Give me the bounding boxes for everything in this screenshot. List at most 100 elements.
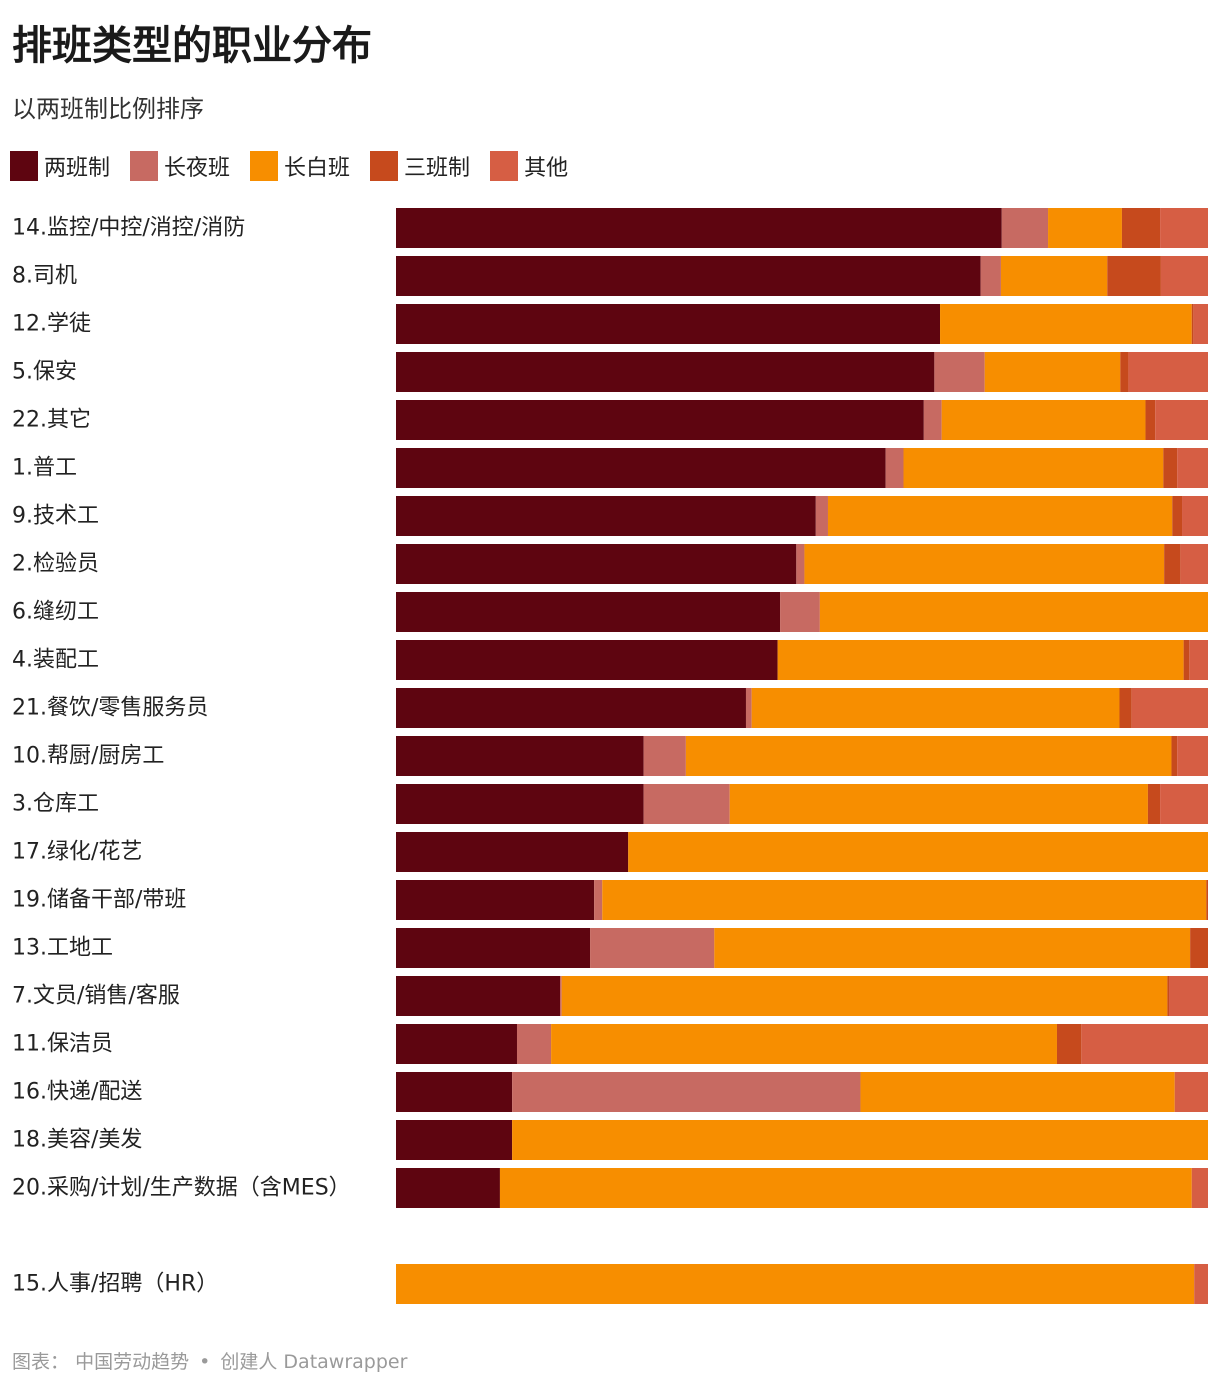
bar-segment [777, 640, 1184, 680]
legend-label-other: 其他 [524, 156, 569, 181]
legend-swatch-three-shift [370, 151, 399, 181]
legend-swatch-other [490, 151, 519, 181]
bar-segment [396, 1024, 517, 1064]
bar-segment [984, 352, 1121, 392]
footer-label: 图表： [12, 1351, 70, 1373]
legend-item-long-night: 长夜班 [130, 150, 230, 182]
bar-segment [934, 352, 985, 392]
footer-source: 中国劳动趋势 [75, 1351, 190, 1373]
bar-row: 20.采购/计划/生产数据（含MES） [12, 1168, 1208, 1208]
bar-segment [819, 592, 1208, 632]
chart-subtitle: 以两班制比例排序 [12, 95, 204, 123]
bar-row: 13.工地工 [12, 928, 1208, 968]
category-label: 14.监控/中控/消控/消防 [12, 216, 245, 241]
bar-row: 3.仓库工 [12, 784, 1208, 824]
bar-segment [396, 1072, 513, 1112]
bar-row: 15.人事/招聘（HR） [12, 1264, 1208, 1304]
bar-segment [1191, 1168, 1208, 1208]
bar-segment [1177, 736, 1208, 776]
bar-row: 19.储备干部/带班 [12, 880, 1208, 920]
bar-segment [1180, 544, 1208, 584]
category-label: 18.美容/美发 [12, 1128, 142, 1153]
bar-segment [512, 1072, 861, 1112]
bar-row: 9.技术工 [12, 496, 1208, 536]
bar-segment [1163, 448, 1178, 488]
category-label: 13.工地工 [12, 936, 113, 961]
bar-segment [1182, 496, 1208, 536]
bar-segment [396, 736, 644, 776]
legend-item-other: 其他 [490, 150, 568, 182]
bar-segment [1190, 928, 1208, 968]
bar-segment [1147, 784, 1161, 824]
legend: 两班制 长夜班 长白班 三班制 其他 [10, 150, 588, 182]
bar-segment [1056, 1024, 1082, 1064]
bar-segment [551, 1024, 1057, 1064]
category-label: 15.人事/招聘（HR） [12, 1272, 218, 1297]
bar-segment [1177, 448, 1208, 488]
bar-segment [396, 304, 941, 344]
bar-segment [796, 544, 805, 584]
category-label: 2.检验员 [12, 552, 99, 577]
bar-segment [860, 1072, 1175, 1112]
category-label: 1.普工 [12, 456, 77, 481]
stacked-bar-chart: 14.监控/中控/消控/消防 8.司机 12.学徒 5.保安 22.其它 1.普工 9.技术… [12, 208, 1208, 1304]
bar-row: 16.快递/配送 [12, 1072, 1208, 1112]
bar-row: 6.缝纫工 [12, 592, 1208, 632]
bar-segment [923, 400, 942, 440]
footer-separator: • [199, 1351, 211, 1373]
bar-row: 2.检验员 [12, 544, 1208, 584]
bar-segment [751, 688, 1120, 728]
bar-segment [499, 1168, 1192, 1208]
legend-swatch-long-day [250, 151, 279, 181]
category-label: 5.保安 [12, 360, 77, 385]
bar-segment [396, 592, 781, 632]
legend-label-long-night: 长夜班 [164, 156, 231, 181]
bar-segment [745, 688, 752, 728]
bar-segment [396, 256, 981, 296]
bar-segment [815, 496, 828, 536]
bar-segment [1131, 688, 1208, 728]
bar-segment [1155, 400, 1208, 440]
bar-segment [780, 592, 820, 632]
category-label: 6.缝纫工 [12, 600, 99, 625]
bar-segment [1171, 736, 1178, 776]
bar-row: 14.监控/中控/消控/消防 [12, 208, 1208, 248]
bar-segment [1174, 1072, 1208, 1112]
bar-segment [941, 400, 1146, 440]
bar-segment [1206, 880, 1208, 920]
bar-row: 18.美容/美发 [12, 1120, 1208, 1160]
bar-segment [396, 1120, 513, 1160]
bar-segment [516, 1024, 552, 1064]
category-label: 4.装配工 [12, 648, 99, 673]
legend-label-three-shift: 三班制 [404, 156, 471, 181]
bar-row: 4.装配工 [12, 640, 1208, 680]
bar-segment [714, 928, 1191, 968]
bar-segment [1107, 256, 1161, 296]
bar-row: 17.绿化/花艺 [12, 832, 1208, 872]
bar-segment [396, 880, 595, 920]
bar-segment [1191, 304, 1194, 344]
legend-item-two-shift: 两班制 [10, 150, 110, 182]
legend-label-long-day: 长白班 [284, 156, 351, 181]
bar-segment [1167, 976, 1170, 1016]
category-label: 11.保洁员 [12, 1032, 113, 1057]
footer-tool: 创建人 Datawrapper [220, 1351, 408, 1373]
bar-segment [602, 880, 1207, 920]
legend-item-long-day: 长白班 [250, 150, 350, 182]
bar-segment [1121, 208, 1161, 248]
category-label: 16.快递/配送 [12, 1080, 142, 1105]
bar-segment [396, 784, 644, 824]
bar-segment [560, 976, 562, 1016]
bar-segment [396, 400, 924, 440]
bar-segment [729, 784, 1148, 824]
bar-segment [980, 256, 1001, 296]
category-label: 20.采购/计划/生产数据（含MES） [12, 1176, 351, 1201]
chart-footer: 图表： 中国劳动趋势 • 创建人 Datawrapper [12, 1348, 407, 1376]
bar-segment [594, 880, 603, 920]
category-label: 10.帮厨/厨房工 [12, 744, 164, 769]
bar-segment [396, 640, 778, 680]
bar-row: 12.学徒 [12, 304, 1208, 344]
bar-segment [1048, 208, 1122, 248]
category-label: 8.司机 [12, 264, 77, 289]
bar-segment [561, 976, 1168, 1016]
